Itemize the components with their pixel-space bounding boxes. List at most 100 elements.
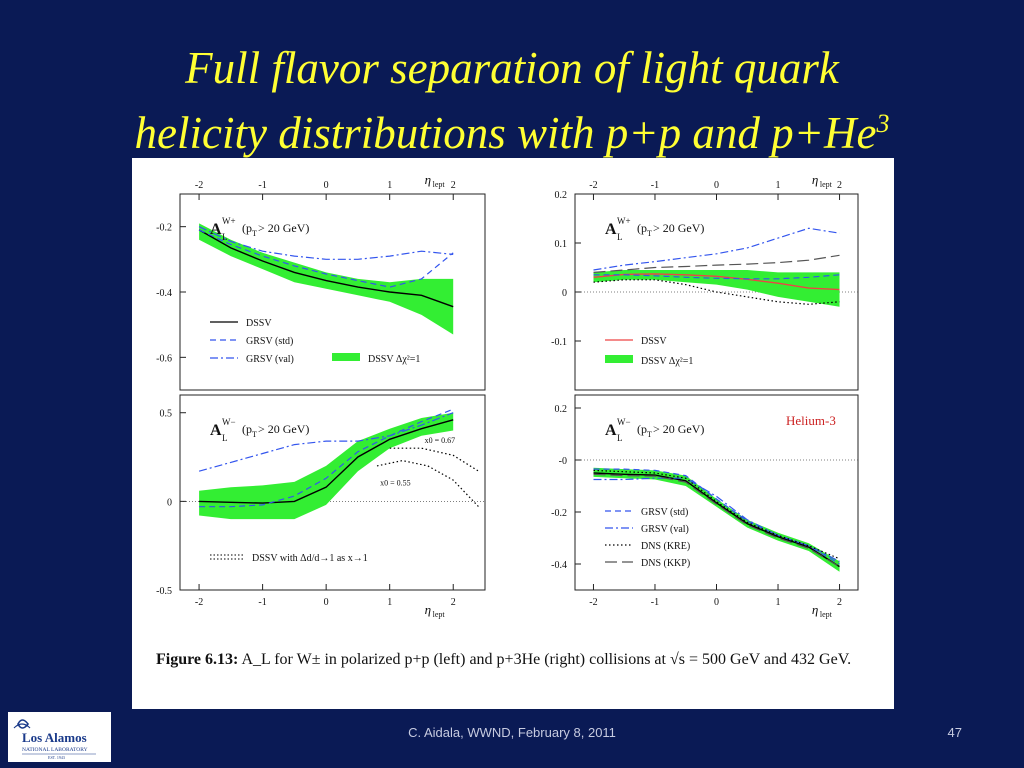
uncertainty-band (593, 270, 840, 307)
x-tick-label: 0 (714, 597, 719, 608)
chart-top-left: -0.2 -0.4 -0.6 -2 -1 0 1 2 η lept A L W+ (p T > 20 GeV… (156, 172, 486, 391)
series-line (198, 226, 454, 260)
title-line-1: Full flavor separation of light quark (185, 43, 839, 93)
panel-label-sup: W+ (617, 216, 631, 226)
cut-label-rest: > 20 GeV) (258, 422, 309, 436)
x-tick-label: -2 (195, 180, 203, 191)
caption-text: A_L for W± in polarized p+p (left) and p… (241, 651, 852, 668)
cut-label: (p (242, 221, 252, 235)
panel-label-sup: W+ (222, 216, 236, 226)
legend-label: DNS (KKP) (641, 558, 690, 569)
series-line (593, 254, 840, 273)
y-tick-label: -0.1 (551, 337, 567, 348)
x-tick-label: 1 (776, 597, 781, 608)
y-tick-label: 0.2 (555, 404, 568, 415)
legend-label: GRSV (val) (641, 524, 689, 535)
x-tick-label: 0 (324, 180, 329, 191)
legend-label: GRSV (std) (641, 507, 688, 518)
cut-label-rest: > 20 GeV) (258, 221, 309, 235)
series-line (199, 419, 454, 504)
series-line (593, 274, 840, 280)
panel-label-main: A (210, 422, 222, 439)
slide-footer: C. Aidala, WWND, February 8, 2011 (408, 725, 616, 740)
series-line (593, 472, 840, 568)
atom-icon (17, 719, 30, 729)
series-line (593, 469, 840, 560)
panel-label-sub: L (617, 433, 623, 443)
x-tick-label: -2 (589, 597, 597, 608)
series-line (593, 273, 840, 291)
x-axis-label: η (812, 172, 818, 187)
panel-tag: Helium-3 (786, 413, 836, 428)
panel-label-sub: L (222, 433, 228, 443)
series-line (199, 408, 454, 508)
series-line (198, 412, 454, 472)
y-tick-label: -0 (559, 456, 567, 467)
x-tick-label: -2 (195, 597, 203, 608)
logo-est: EST. 1943 (48, 755, 65, 760)
x-axis-label: η (812, 602, 818, 617)
chart-top-right: 0.2 0.1 0 -0.1 -2 -1 0 1 2 η lept A L W+ (p T > 20 GeV)… (551, 172, 859, 391)
annotation: x0 = 0.67 (425, 436, 456, 445)
logo-sub: NATIONAL LABORATORY (22, 747, 88, 753)
x-axis-label: η (425, 172, 431, 187)
y-tick-label: 0 (562, 288, 567, 299)
title-superscript: 3 (876, 109, 890, 138)
x-tick-label: 2 (837, 597, 842, 608)
y-tick-label: -0.4 (551, 560, 567, 571)
x-tick-label: -1 (258, 180, 266, 191)
x-axis-label: η (425, 602, 431, 617)
x-tick-label: 2 (837, 180, 842, 191)
y-tick-label: 0.2 (555, 190, 568, 201)
legend-label: DNS (KRE) (641, 541, 690, 552)
cut-label: (p (637, 422, 647, 436)
title-line-2: helicity distributions with p+p and p+He… (0, 96, 1024, 161)
x-tick-label: 1 (387, 597, 392, 608)
figure-caption: Figure 6.13: A_L for W± in polarized p+p… (156, 648, 876, 671)
series-line (198, 229, 454, 308)
y-tick-label: -0.2 (551, 508, 567, 519)
series-line (389, 447, 479, 472)
x-axis-label-sub: lept (820, 610, 833, 619)
figure-panel: -0.2 -0.4 -0.6 -2 -1 0 1 2 η lept A L W+ (p T > 20 GeV… (132, 158, 894, 709)
title-line-2-text: helicity distributions with p+p and p+He (134, 108, 877, 158)
cut-label-sub: T (647, 430, 652, 439)
uncertainty-band (593, 467, 840, 572)
logo-name: Los Alamos (22, 730, 87, 745)
legend-label: GRSV (std) (246, 336, 293, 347)
x-tick-label: 2 (451, 180, 456, 191)
uncertainty-band (199, 223, 454, 335)
cut-label: (p (242, 422, 252, 436)
x-tick-label: 0 (324, 597, 329, 608)
series-line (593, 227, 840, 271)
x-axis-label-sub: lept (433, 180, 446, 189)
series-line (593, 468, 840, 565)
annotation: x0 = 0.55 (380, 478, 411, 487)
legend-label: DSSV Δχ²=1 (641, 356, 693, 367)
legend-label: GRSV (val) (246, 354, 294, 365)
series-line (593, 473, 840, 568)
y-tick-label: 0.1 (555, 239, 568, 250)
legend-swatch (605, 355, 633, 363)
x-tick-label: -2 (589, 180, 597, 191)
page-number: 47 (947, 725, 962, 740)
chart-bottom-right: 0.2 -0 -0.2 -0.4 -2 -1 0 1 2 η lept A L W− (p T > 20 Ge… (551, 394, 859, 619)
x-tick-label: -1 (258, 597, 266, 608)
y-tick-label: -0.6 (156, 353, 172, 364)
cut-label-sub: T (647, 229, 652, 238)
los-alamos-logo: Los Alamos NATIONAL LABORATORY EST. 1943 (8, 712, 111, 762)
legend-label: DSSV (246, 318, 272, 329)
cut-label-rest: > 20 GeV) (653, 422, 704, 436)
panel-label-main: A (605, 221, 617, 238)
series-line (198, 229, 454, 288)
chart-bottom-left: 0.5 0 -0.5 -2 -1 0 1 2 η lept A L W− (p T > 20 GeV) x0 … (156, 394, 486, 619)
logo-graphic: Los Alamos NATIONAL LABORATORY EST. 1943 (13, 719, 96, 760)
x-tick-label: 1 (776, 180, 781, 191)
legend-label: DSSV Δχ²=1 (368, 354, 420, 365)
x-tick-label: 1 (387, 180, 392, 191)
cut-label-rest: > 20 GeV) (653, 221, 704, 235)
atom-orbit-icon (13, 723, 31, 729)
x-tick-label: 0 (714, 180, 719, 191)
y-tick-label: -0.2 (156, 223, 172, 234)
